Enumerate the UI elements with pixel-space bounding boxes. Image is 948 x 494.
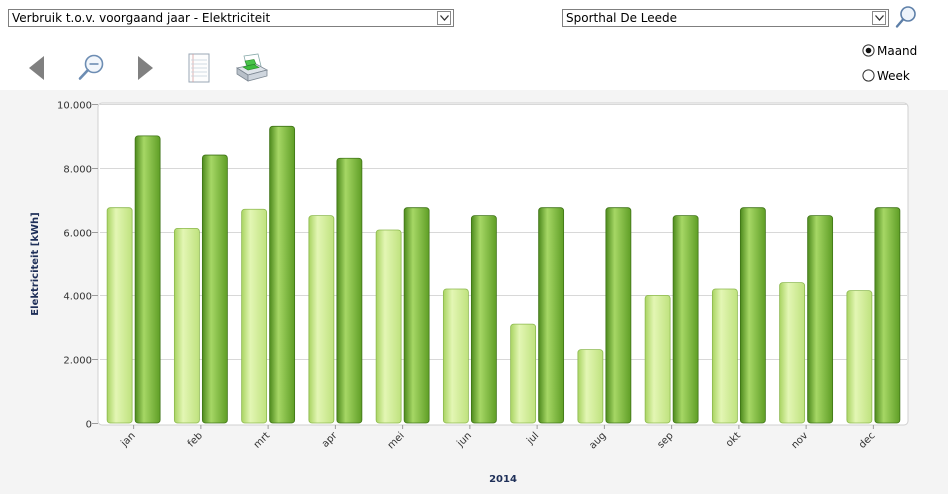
x-tick-label: jul [524, 430, 541, 447]
bar-current-year[interactable] [173, 228, 200, 424]
location-select[interactable]: Sporthal De Leede [562, 9, 889, 27]
y-tick-label: 8.000 [63, 165, 92, 176]
bar-current-year[interactable] [442, 288, 469, 424]
bar-current-year[interactable] [644, 294, 671, 424]
y-tick-label: 2.000 [63, 356, 92, 367]
y-tick-label: 0 [86, 420, 92, 431]
y-axis-label: Elektriciteit [kWh] [30, 212, 41, 315]
radio-maand[interactable]: Maand [862, 43, 917, 61]
bar-current-year[interactable] [375, 229, 402, 424]
report-select-chevron-down-icon[interactable] [437, 11, 451, 25]
x-tick-label: aug [587, 430, 608, 451]
x-tick-label: okt [724, 430, 743, 449]
bar-previous-year[interactable] [874, 207, 901, 424]
y-tick-label: 10.000 [57, 101, 92, 112]
report-select[interactable]: Verbruik t.o.v. voorgaand jaar - Elektri… [8, 9, 454, 27]
bar-previous-year[interactable] [605, 207, 632, 424]
bar-current-year[interactable] [241, 208, 268, 424]
x-tick-label: nov [789, 430, 810, 451]
bar-previous-year[interactable] [403, 207, 430, 424]
radio-week-label: Week [877, 69, 910, 83]
bar-current-year[interactable] [308, 215, 335, 424]
report-select-value: Verbruik t.o.v. voorgaand jaar - Elektri… [12, 11, 271, 25]
search-icon[interactable] [894, 4, 918, 30]
x-tick-label: mei [386, 430, 407, 451]
x-tick-label: dec [857, 430, 878, 451]
radio-selected-icon[interactable] [862, 44, 875, 61]
bar-current-year[interactable] [779, 282, 806, 424]
bar-previous-year[interactable] [538, 207, 565, 424]
x-tick-label: feb [186, 430, 205, 449]
bar-previous-year[interactable] [201, 154, 228, 424]
printer-icon[interactable] [234, 52, 270, 84]
next-arrow-icon[interactable] [134, 54, 156, 82]
plot-area [97, 102, 909, 426]
bar-previous-year[interactable] [672, 215, 699, 424]
radio-unselected-icon[interactable] [862, 69, 875, 86]
bar-previous-year[interactable] [807, 215, 834, 424]
consumption-bar-chart: 0 2.000 4.000 6.000 8.000 10.000 jan feb mrt apr… [30, 101, 909, 485]
y-tick-label: 4.000 [63, 292, 92, 303]
bar-current-year[interactable] [577, 349, 604, 424]
x-tick-label: sep [655, 430, 675, 450]
radio-maand-label: Maand [877, 44, 918, 58]
bar-previous-year[interactable] [470, 215, 497, 424]
notepad-icon[interactable] [185, 52, 213, 84]
bar-previous-year[interactable] [269, 125, 296, 424]
bar-current-year[interactable] [846, 290, 873, 424]
y-tick-label: 6.000 [63, 229, 92, 240]
bar-current-year[interactable] [510, 323, 537, 424]
location-select-value: Sporthal De Leede [566, 11, 677, 25]
bar-previous-year[interactable] [739, 207, 766, 424]
bar-previous-year[interactable] [336, 157, 363, 424]
x-axis-label: 2014 [489, 474, 517, 485]
zoom-out-icon[interactable] [76, 52, 106, 82]
radio-week[interactable]: Week [862, 68, 910, 86]
bar-current-year[interactable] [711, 288, 738, 424]
x-tick-label: jun [455, 430, 474, 449]
previous-arrow-icon[interactable] [26, 54, 48, 82]
bar-previous-year[interactable] [134, 135, 161, 424]
x-tick-label: jan [118, 430, 137, 449]
location-select-chevron-down-icon[interactable] [872, 11, 886, 25]
bar-current-year[interactable] [106, 207, 133, 424]
x-tick-label: mrt [252, 430, 272, 450]
x-tick-label: apr [320, 430, 340, 450]
